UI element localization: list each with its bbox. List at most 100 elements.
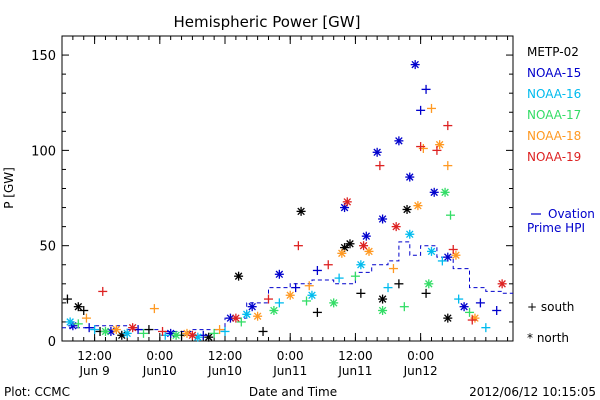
- data-point-south: [81, 313, 91, 323]
- plot-credit: Plot: CCMC: [4, 385, 70, 399]
- star-d2: [498, 280, 506, 288]
- legend-entry: NOAA-17: [527, 108, 581, 122]
- data-point-north: [337, 248, 347, 258]
- data-point-south: [220, 326, 230, 336]
- data-point-north: [274, 269, 284, 279]
- star-d2: [357, 260, 365, 269]
- y-tick-label: 50: [39, 240, 56, 255]
- legend: METP-02 NOAA-15 NOAA-16 NOAA-17 NOAA-18 NOAA-…: [527, 45, 595, 235]
- x-tick-label-time: 12:00: [77, 349, 112, 363]
- x-tick-label-time: 12:00: [338, 349, 373, 363]
- marker-key-north: * north: [527, 331, 569, 345]
- x-tick-label-time: 0:00: [407, 349, 434, 363]
- data-point-north: [440, 187, 450, 197]
- data-point-south: [291, 283, 301, 293]
- data-point-south: [356, 288, 366, 298]
- star-d2: [123, 329, 131, 338]
- x-tick-label-time: 0:00: [277, 349, 304, 363]
- data-point-south: [215, 325, 225, 335]
- data-point-north: [356, 260, 366, 270]
- data-point-north: [443, 313, 453, 323]
- data-point-north: [364, 246, 374, 256]
- data-point-north: [391, 222, 401, 232]
- data-point-south: [79, 306, 89, 315]
- data-point-south: [312, 307, 322, 317]
- star-d2: [414, 201, 422, 210]
- data-point-south: [312, 265, 322, 275]
- data-point-south: [481, 323, 491, 333]
- data-point-south: [421, 84, 431, 94]
- star-d2: [430, 188, 438, 197]
- data-point-north: [378, 294, 388, 304]
- data-point-north: [225, 313, 235, 323]
- data-point-north: [426, 246, 436, 256]
- data-point-south: [149, 304, 159, 314]
- star-d2: [204, 333, 213, 341]
- star-d2: [346, 240, 354, 248]
- star-d2: [183, 329, 191, 338]
- data-point-south: [139, 328, 149, 338]
- star-d2: [232, 314, 240, 322]
- data-point-south: [467, 315, 477, 325]
- legend-entry: NOAA-19: [527, 150, 581, 164]
- star-d2: [411, 60, 419, 69]
- star-d2: [452, 251, 460, 259]
- data-point-south: [492, 306, 502, 315]
- star-d2: [308, 291, 316, 300]
- star-d2: [242, 310, 251, 319]
- star-d2: [365, 247, 373, 256]
- data-point-north: [413, 201, 423, 211]
- x-tick-label-date: Jun 9: [79, 364, 110, 378]
- star-d2: [297, 207, 305, 216]
- data-point-north: [378, 306, 388, 315]
- star-d2: [362, 232, 371, 240]
- data-point-south: [446, 210, 456, 220]
- data-marks-layer: [62, 60, 507, 342]
- star-d2: [378, 306, 387, 315]
- data-point-north: [242, 309, 252, 319]
- legend-entry: NOAA-15: [527, 66, 581, 80]
- data-point-north: [342, 197, 352, 207]
- data-point-south: [399, 302, 409, 312]
- data-point-south: [388, 264, 398, 274]
- marker-key-south: + south: [527, 300, 574, 314]
- data-point-south: [84, 323, 94, 333]
- data-point-south: [302, 296, 312, 306]
- data-point-north: [410, 60, 420, 70]
- star-d2: [188, 331, 197, 340]
- y-axis-ticks: 0 50 100 150: [31, 49, 513, 350]
- model-line-layer: [62, 241, 513, 332]
- data-point-north: [402, 204, 412, 214]
- data-point-south: [421, 288, 431, 298]
- data-point-south: [90, 325, 100, 335]
- data-point-south: [73, 319, 83, 329]
- data-point-north: [234, 271, 244, 281]
- y-tick-label: 0: [48, 335, 56, 350]
- star-d2: [403, 205, 411, 214]
- data-point-north: [171, 330, 181, 340]
- star-d2: [194, 333, 202, 341]
- data-point-north: [296, 206, 306, 216]
- legend-entry: NOAA-16: [527, 87, 581, 101]
- data-point-north: [378, 214, 388, 224]
- star-d2: [128, 323, 137, 332]
- legend-entry-model: Prime HPI: [527, 221, 585, 235]
- data-point-south: [454, 294, 464, 304]
- star-d2: [234, 272, 243, 280]
- data-point-north: [424, 279, 434, 289]
- x-tick-label-date: Jun10: [207, 364, 242, 378]
- data-point-south: [304, 281, 314, 291]
- data-point-north: [285, 290, 295, 300]
- data-point-north: [204, 332, 214, 342]
- x-tick-label-time: 0:00: [146, 349, 173, 363]
- x-tick-label-date: Jun11: [272, 364, 307, 378]
- star-d2: [226, 314, 235, 322]
- data-point-south: [465, 307, 475, 317]
- x-tick-label-date: Jun11: [337, 364, 372, 378]
- star-d2: [373, 148, 381, 157]
- data-point-north: [247, 302, 257, 312]
- data-point-south: [437, 256, 447, 266]
- data-point-south: [323, 260, 333, 270]
- x-axis-label: Date and Time: [249, 385, 337, 399]
